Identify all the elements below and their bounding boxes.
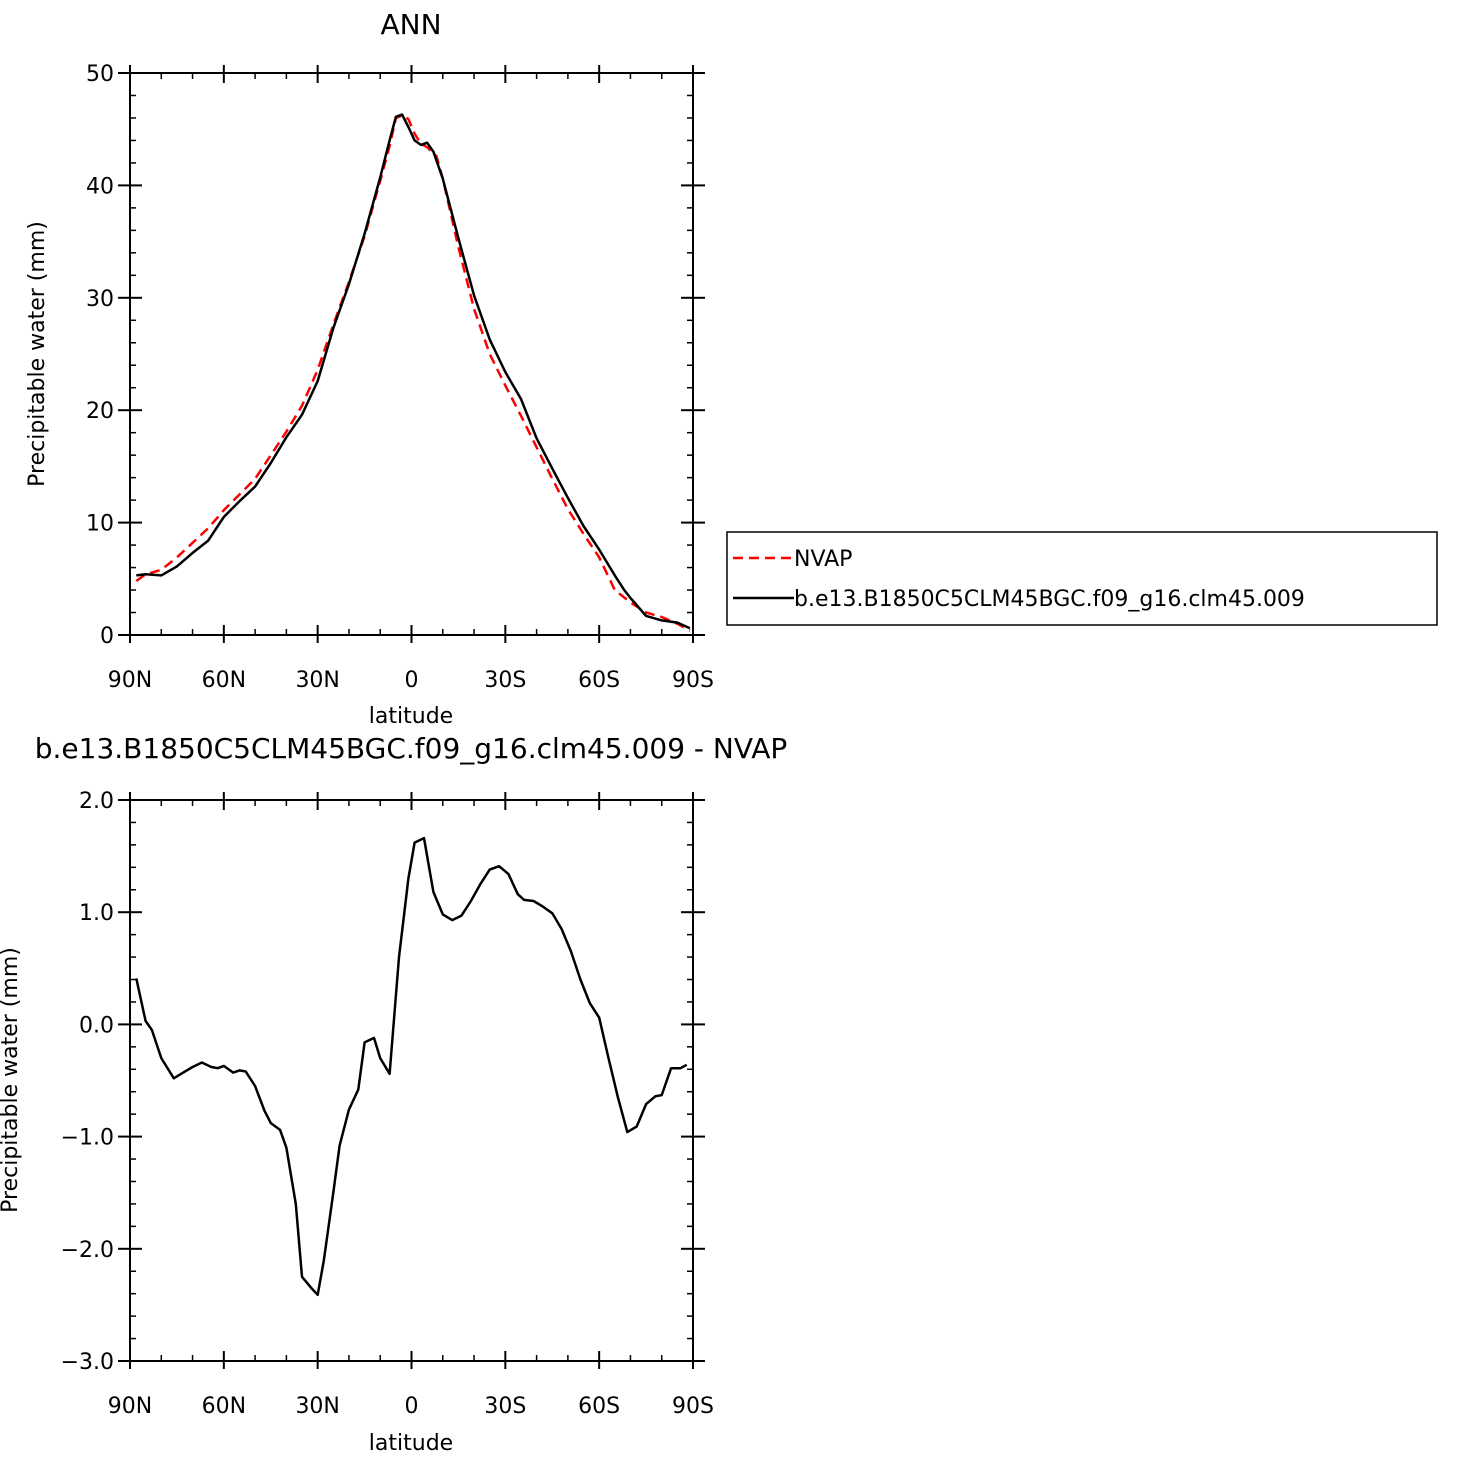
bottom-x-tick-label: 30S [484,1394,526,1419]
top-panel: ANN 90N 60N 30N 0 30S 60S 90S 0 10 20 30 40 50 lati… [25,8,714,729]
bottom-x-axis-label: latitude [369,1431,453,1456]
top-x-tick-label: 30S [484,668,526,693]
top-y-tick-label: 30 [86,287,114,312]
bottom-x-tick-label: 90N [108,1394,152,1419]
top-x-tick-label: 60S [578,668,620,693]
bottom-x-tick-labels: 90N 60N 30N 0 30S 60S 90S [108,1394,714,1419]
top-x-axis-label: latitude [369,704,453,729]
top-y-tick-label: 20 [86,399,114,424]
bottom-axis-ticks [118,792,705,1369]
top-y-tick-label: 50 [86,62,114,87]
top-series-line-model [136,113,691,630]
legend: NVAP b.e13.B1850C5CLM45BGC.f09_g16.clm45… [726,531,1438,626]
bottom-y-tick-label: −1.0 [61,1126,114,1151]
bottom-series-line-difference [135,836,688,1297]
top-x-tick-labels: 90N 60N 30N 0 30S 60S 90S [108,668,714,693]
bottom-series-group [135,836,688,1297]
bottom-x-tick-label: 60N [202,1394,246,1419]
top-y-tick-label: 0 [100,624,114,649]
top-x-tick-label: 30N [295,668,339,693]
bottom-x-tick-label: 60S [578,1394,620,1419]
bottom-x-tick-label: 90S [672,1394,714,1419]
top-axis-ticks [118,65,705,643]
bottom-y-tick-label: 1.0 [79,901,114,926]
top-y-tick-label: 40 [86,174,114,199]
top-x-tick-label: 90N [108,668,152,693]
legend-model-label: b.e13.B1850C5CLM45BGC.f09_g16.clm45.009 [794,587,1305,612]
top-x-tick-label: 0 [405,668,419,693]
top-y-axis-label: Precipitable water (mm) [25,221,50,487]
bottom-x-tick-label: 0 [405,1394,419,1419]
top-series-group [135,113,691,632]
bottom-y-tick-label: 0.0 [79,1013,114,1038]
legend-nvap-label: NVAP [794,547,852,572]
top-y-tick-label: 10 [86,512,114,537]
bottom-plot-frame [129,799,694,1362]
bottom-title: b.e13.B1850C5CLM45BGC.f09_g16.clm45.009 … [35,732,788,765]
bottom-y-axis-label: Precipitable water (mm) [0,947,23,1213]
legend-box [726,531,1438,626]
bottom-y-tick-label: −2.0 [61,1238,114,1263]
bottom-x-tick-label: 30N [295,1394,339,1419]
bottom-y-tick-labels: −3.0 −2.0 −1.0 0.0 1.0 2.0 [61,789,114,1375]
bottom-y-tick-label: 2.0 [79,789,114,814]
top-x-tick-label: 90S [672,668,714,693]
bottom-y-tick-label: −3.0 [61,1350,114,1375]
top-plot-frame [129,72,694,636]
top-x-tick-label: 60N [202,668,246,693]
bottom-panel: b.e13.B1850C5CLM45BGC.f09_g16.clm45.009 … [0,732,787,1456]
top-series-line-nvap [135,114,691,632]
top-title: ANN [380,8,441,41]
top-y-tick-labels: 0 10 20 30 40 50 [86,62,114,649]
